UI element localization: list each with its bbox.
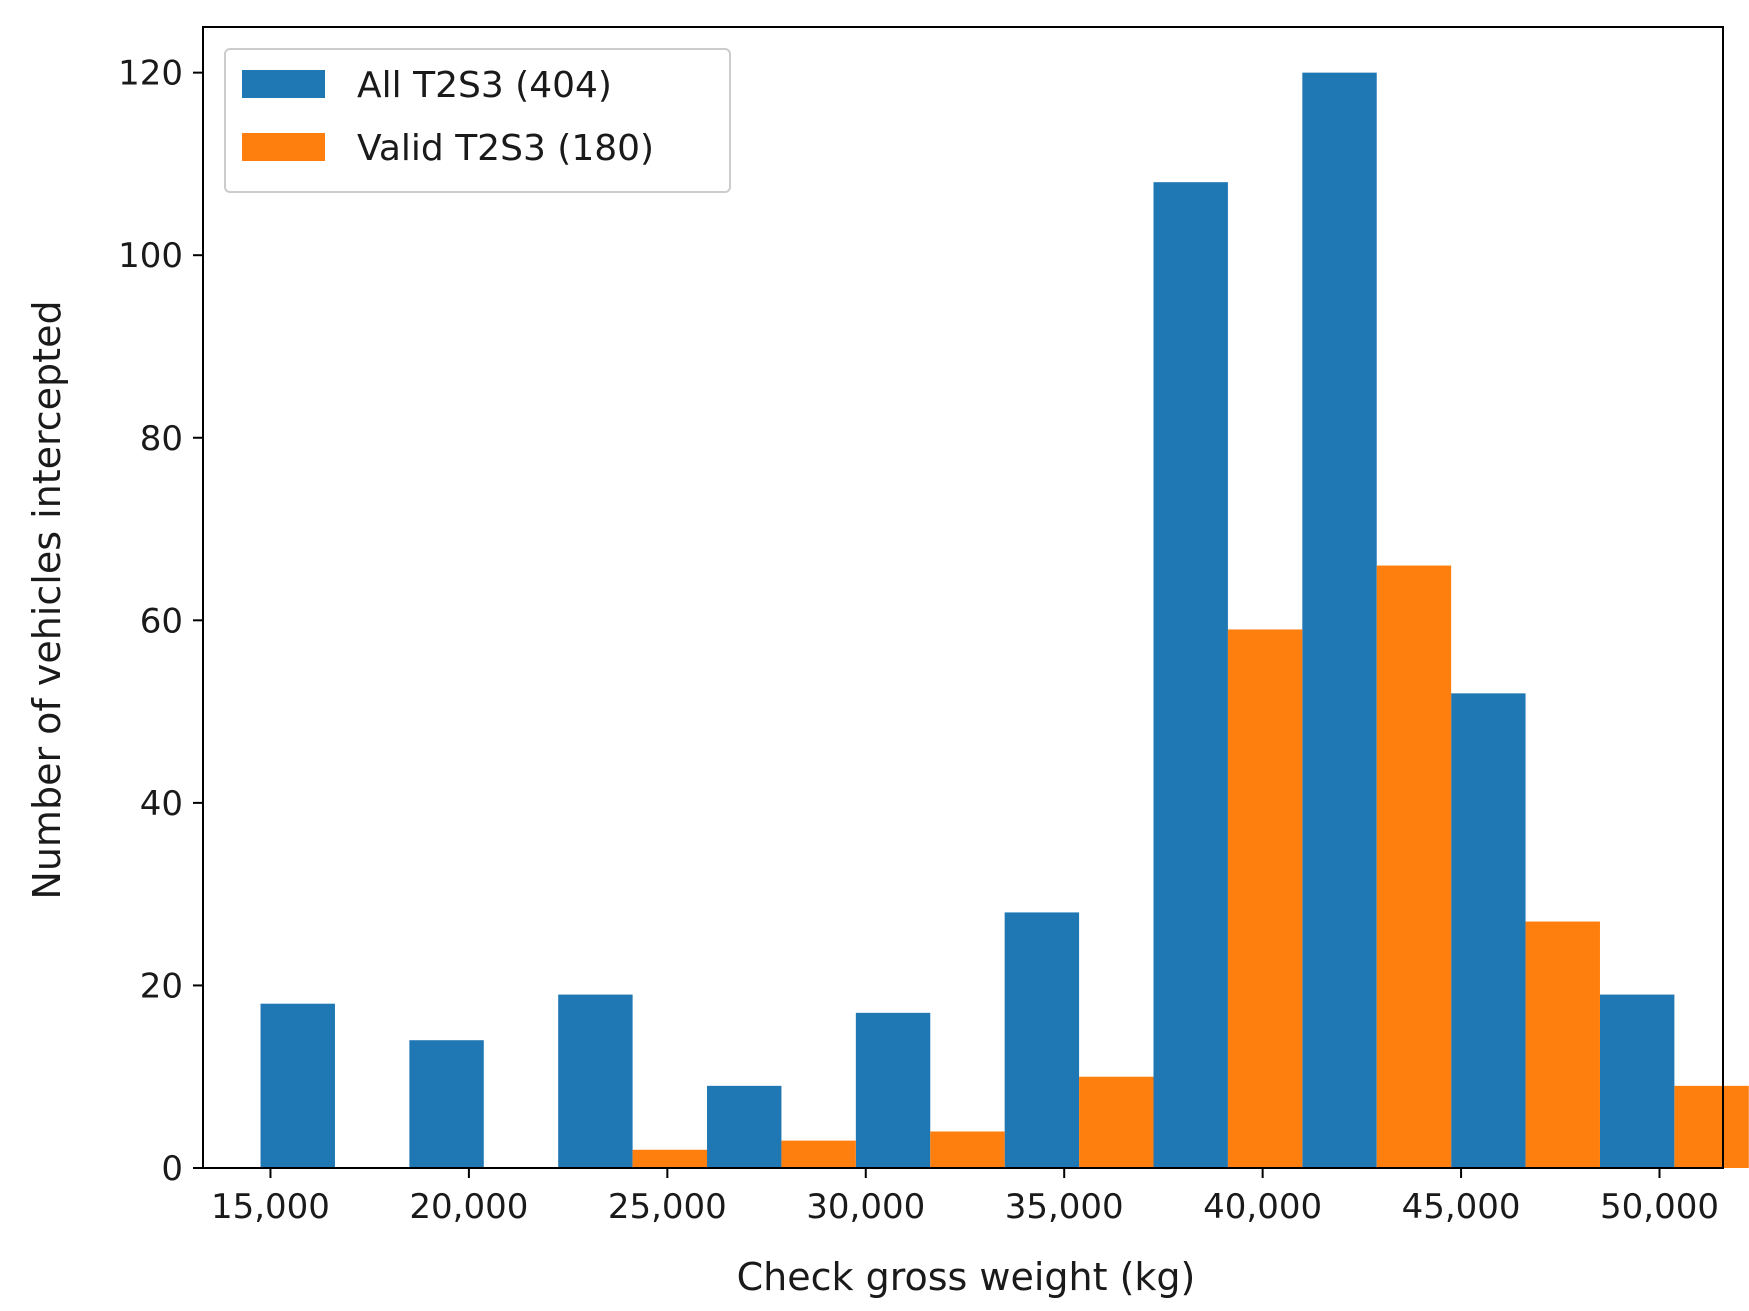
legend: All T2S3 (404) Valid T2S3 (180) [224,48,731,193]
x-tick-label: 30,000 [806,1187,925,1227]
x-tick-label: 15,000 [211,1187,330,1227]
y-tick-label: 120 [118,54,183,94]
bar-s1-bin8 [1302,72,1377,1168]
legend-box [224,48,731,193]
bar-s1-bin2 [409,1040,484,1168]
y-tick-label: 40 [140,784,183,824]
bars-layer [260,72,1749,1168]
bar-s2-bin4 [781,1140,856,1168]
x-tick-label: 35,000 [1005,1187,1124,1227]
x-tick-label: 20,000 [409,1187,528,1227]
x-tick-label: 25,000 [608,1187,727,1227]
bar-s1-bin7 [1153,182,1228,1168]
x-tick-label: 50,000 [1600,1187,1719,1227]
bar-s2-bin6 [1079,1076,1154,1168]
bar-s2-bin10 [1674,1085,1749,1168]
legend-label-1: All T2S3 (404) [357,65,612,106]
bar-s1-bin3 [558,994,633,1168]
x-tick-label: 45,000 [1402,1187,1521,1227]
legend-label-2: Valid T2S3 (180) [357,128,654,169]
y-axis: 0 20 40 60 80 100 120 [118,54,203,1189]
bar-s2-bin3 [632,1149,708,1168]
bar-s2-bin9 [1525,921,1600,1168]
legend-swatch-1 [242,70,325,98]
legend-swatch-2 [242,133,325,161]
bar-s2-bin8 [1376,565,1452,1168]
bar-s1-bin5 [855,1012,931,1168]
x-axis: 15,000 20,000 25,000 30,000 35,000 40,000 45,0… [211,1168,1719,1227]
y-tick-label: 80 [140,419,183,459]
bar-s1-bin10 [1599,994,1675,1168]
bar-s1-bin9 [1451,693,1526,1168]
y-tick-label: 0 [161,1149,183,1189]
bar-s1-bin6 [1004,912,1080,1168]
bar-s1-bin4 [707,1085,782,1168]
bar-s1-bin1 [260,1003,335,1168]
x-tick-label: 40,000 [1203,1187,1322,1227]
bar-s2-bin7 [1227,629,1303,1168]
plot-frame [202,26,1724,1169]
y-tick-label: 20 [140,966,183,1006]
y-tick-label: 60 [140,601,183,641]
x-axis-label: Check gross weight (kg) [737,1255,1196,1299]
y-tick-label: 100 [118,236,183,276]
bar-s2-bin5 [930,1131,1005,1168]
y-axis-label: Number of vehicles intercepted [25,300,69,899]
